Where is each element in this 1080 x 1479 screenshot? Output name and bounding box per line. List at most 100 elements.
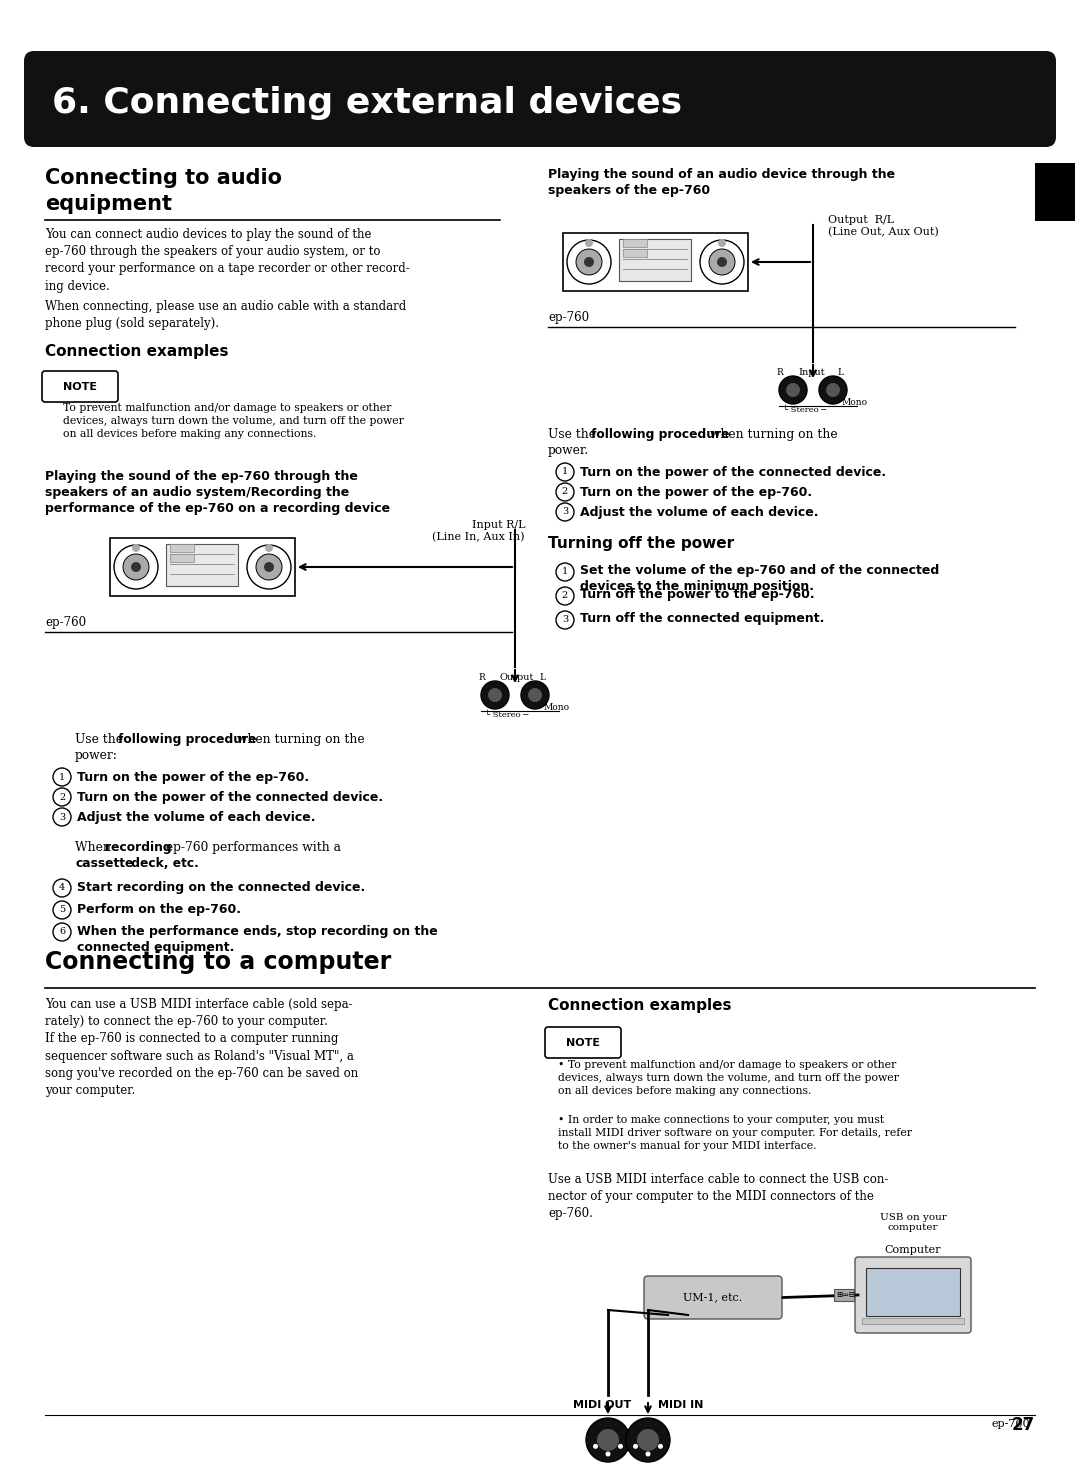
Circle shape (586, 1418, 630, 1463)
Text: 1: 1 (562, 467, 568, 476)
Bar (563, 234, 748, 291)
Circle shape (488, 688, 502, 703)
Bar (866, 1268, 960, 1316)
Text: Computer: Computer (885, 1245, 942, 1256)
Text: When connecting, please use an audio cable with a standard
phone plug (sold sepa: When connecting, please use an audio cab… (45, 300, 406, 330)
Circle shape (264, 562, 274, 572)
FancyBboxPatch shape (545, 1026, 621, 1057)
Text: Connecting to audio
equipment: Connecting to audio equipment (45, 169, 282, 214)
Circle shape (53, 901, 71, 918)
Bar (619, 240, 691, 281)
Text: 2: 2 (562, 592, 568, 600)
Circle shape (53, 879, 71, 896)
Text: R: R (777, 368, 783, 377)
Text: Use the: Use the (75, 734, 126, 745)
Text: 6. Connecting external devices: 6. Connecting external devices (52, 86, 683, 120)
Text: L: L (837, 368, 843, 377)
Text: Mono: Mono (841, 398, 867, 407)
Text: Turning off the power: Turning off the power (548, 535, 734, 552)
Text: following procedure: following procedure (118, 734, 257, 745)
Text: L: L (539, 673, 545, 682)
Text: when turning on the: when turning on the (233, 734, 365, 745)
Text: Turn on the power of the ep-760.: Turn on the power of the ep-760. (77, 771, 309, 784)
Text: Use the: Use the (548, 427, 599, 441)
FancyBboxPatch shape (644, 1276, 782, 1319)
Circle shape (637, 1429, 659, 1451)
Bar (862, 1318, 964, 1324)
Circle shape (717, 257, 727, 268)
Text: USB on your
computer: USB on your computer (879, 1213, 946, 1232)
Circle shape (556, 611, 573, 629)
Text: Start recording on the connected device.: Start recording on the connected device. (77, 881, 365, 893)
Text: You can use a USB MIDI interface cable (sold sepa-
rately) to connect the ep-760: You can use a USB MIDI interface cable (… (45, 998, 359, 1097)
Text: Connecting to a computer: Connecting to a computer (45, 950, 391, 975)
Text: Turn on the power of the connected device.: Turn on the power of the connected devic… (77, 791, 383, 805)
Text: Adjust the volume of each device.: Adjust the volume of each device. (77, 810, 315, 824)
Text: 4: 4 (59, 883, 65, 892)
Circle shape (718, 240, 726, 247)
Text: power:: power: (75, 748, 118, 762)
FancyBboxPatch shape (24, 50, 1056, 146)
Bar (1035, 163, 1075, 220)
Bar (623, 248, 647, 257)
Bar (166, 544, 238, 586)
Circle shape (826, 383, 840, 396)
Circle shape (633, 1444, 638, 1449)
Text: └ Stereo ─: └ Stereo ─ (485, 711, 528, 719)
Text: When: When (75, 842, 114, 853)
Text: Turn on the power of the connected device.: Turn on the power of the connected devic… (580, 466, 886, 479)
Text: To prevent malfunction and/or damage to speakers or other
devices, always turn d: To prevent malfunction and/or damage to … (63, 402, 404, 439)
Text: When the performance ends, stop recording on the
connected equipment.: When the performance ends, stop recordin… (77, 924, 437, 954)
Text: Output: Output (500, 673, 535, 682)
Text: Connection examples: Connection examples (45, 345, 229, 359)
Circle shape (626, 1418, 670, 1463)
Circle shape (603, 1435, 613, 1445)
Circle shape (819, 376, 847, 404)
Text: Perform on the ep-760.: Perform on the ep-760. (77, 904, 241, 916)
Text: MIDI OUT: MIDI OUT (573, 1401, 631, 1409)
FancyBboxPatch shape (42, 371, 118, 402)
Text: 3: 3 (562, 507, 568, 516)
Circle shape (584, 257, 594, 268)
Text: 5: 5 (59, 905, 65, 914)
Circle shape (131, 562, 141, 572)
Text: Turn off the power to the ep-760.: Turn off the power to the ep-760. (580, 589, 814, 600)
Circle shape (779, 376, 807, 404)
Circle shape (556, 503, 573, 521)
Text: deck, etc.: deck, etc. (127, 856, 199, 870)
Text: cassette: cassette (75, 856, 133, 870)
Circle shape (700, 240, 744, 284)
Text: following procedure: following procedure (591, 427, 729, 441)
Text: ⊞⇒⊟: ⊞⇒⊟ (836, 1291, 855, 1299)
Text: Set the volume of the ep-760 and of the connected
devices to the minimum positio: Set the volume of the ep-760 and of the … (580, 563, 940, 593)
Text: Playing the sound of an audio device through the
speakers of the ep-760: Playing the sound of an audio device thr… (548, 169, 895, 197)
Circle shape (528, 688, 542, 703)
Text: recording: recording (105, 842, 172, 853)
Text: You can connect audio devices to play the sound of the
ep-760 through the speake: You can connect audio devices to play th… (45, 228, 409, 293)
Text: • To prevent malfunction and/or damage to speakers or other
devices, always turn: • To prevent malfunction and/or damage t… (558, 1060, 899, 1096)
Text: 2: 2 (59, 793, 65, 802)
Circle shape (481, 680, 509, 708)
Text: Input R/L
(Line In, Aux In): Input R/L (Line In, Aux In) (432, 521, 525, 541)
Circle shape (708, 248, 735, 275)
Circle shape (638, 1430, 658, 1449)
Text: ep-760: ep-760 (548, 311, 589, 324)
Circle shape (53, 923, 71, 941)
Text: • In order to make connections to your computer, you must
install MIDI driver so: • In order to make connections to your c… (558, 1115, 912, 1151)
Circle shape (606, 1451, 610, 1457)
Text: MIDI IN: MIDI IN (658, 1401, 703, 1409)
Bar (834, 1290, 854, 1302)
Text: power.: power. (548, 444, 590, 457)
Text: ep-760: ep-760 (45, 615, 86, 629)
Text: Connection examples: Connection examples (548, 998, 731, 1013)
Circle shape (597, 1429, 619, 1451)
Circle shape (521, 680, 549, 708)
Text: Mono: Mono (543, 703, 569, 711)
Text: 6: 6 (59, 927, 65, 936)
Circle shape (786, 383, 800, 396)
Circle shape (593, 1444, 598, 1449)
Circle shape (556, 563, 573, 581)
Bar (170, 555, 194, 562)
Circle shape (618, 1444, 623, 1449)
Circle shape (643, 1435, 653, 1445)
